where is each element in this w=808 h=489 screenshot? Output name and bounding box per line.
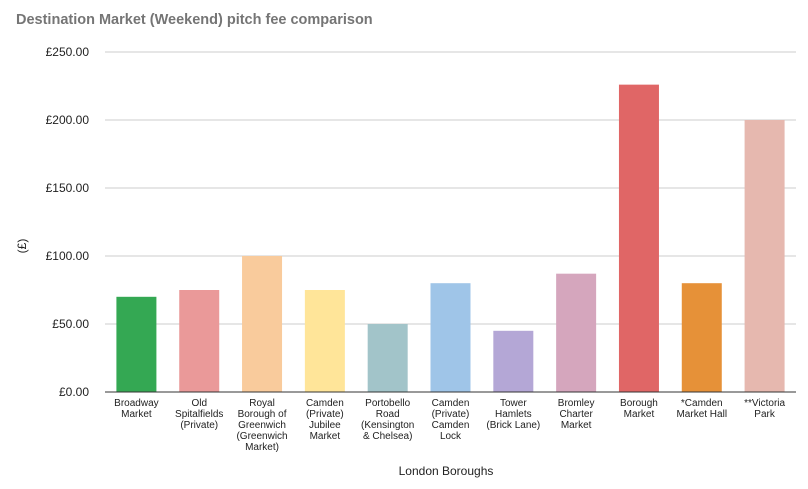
x-category-label: Portobello Road (Kensington & Chelsea) xyxy=(361,398,414,442)
y-tick-label: £200.00 xyxy=(46,113,90,127)
y-tick-label: £50.00 xyxy=(52,317,89,331)
y-tick-label: £100.00 xyxy=(46,249,90,263)
y-axis-ticks: £0.00 £50.00 £100.00 £150.00 £200.00 £250.00 xyxy=(46,45,90,399)
bar xyxy=(493,330,534,392)
x-category-label: **Victoria Park xyxy=(744,398,785,420)
bar xyxy=(242,256,283,392)
x-axis-labels: Broadway Market Old Spitalfields (Private) Ro… xyxy=(114,398,785,453)
x-category-label: Camden (Private) Camden Lock xyxy=(432,398,470,442)
bar xyxy=(556,273,597,392)
x-category-label: Bromley Charter Market xyxy=(558,398,595,431)
bar xyxy=(744,120,785,392)
x-category-label: Royal Borough of Greenwich (Greenwich Market… xyxy=(236,398,287,453)
y-axis-title: (£) xyxy=(15,239,29,254)
bar xyxy=(116,296,157,392)
x-category-label: *Camden Market Hall xyxy=(676,398,727,420)
bar xyxy=(304,290,345,392)
bar xyxy=(681,283,722,392)
y-tick-label: £150.00 xyxy=(46,181,90,195)
bar xyxy=(430,283,471,392)
bar xyxy=(367,324,408,392)
x-category-label: Broadway Market xyxy=(114,398,158,420)
x-category-label: Tower Hamlets (Brick Lane) xyxy=(486,398,540,431)
bars xyxy=(116,84,785,392)
x-category-label: Borough Market xyxy=(620,398,658,420)
y-tick-label: £250.00 xyxy=(46,45,90,59)
x-category-label: Old Spitalfields (Private) xyxy=(175,398,223,431)
bar xyxy=(618,84,659,392)
y-tick-label: £0.00 xyxy=(59,385,89,399)
x-category-label: Camden (Private) Jubilee Market xyxy=(306,398,344,442)
x-axis-title: London Boroughs xyxy=(399,464,494,478)
chart-title: Destination Market (Weekend) pitch fee c… xyxy=(16,12,373,28)
bar xyxy=(179,290,220,392)
